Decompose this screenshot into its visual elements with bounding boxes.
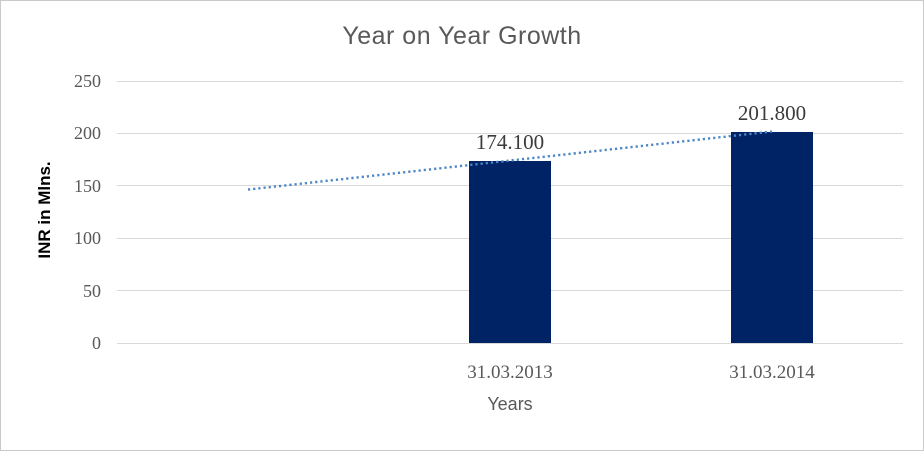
x-tick-label-31.03.2014: 31.03.2014: [729, 362, 815, 383]
gridline-200: [117, 132, 903, 134]
y-tick-label-250: 250: [74, 71, 101, 91]
chart-title: Year on Year Growth: [342, 22, 582, 50]
gridline-250: [117, 80, 903, 82]
gridline-0: [117, 342, 903, 344]
x-tick-label-31.03.2013: 31.03.2013: [467, 362, 553, 383]
x-axis-title: Years: [487, 394, 533, 414]
y-tick-label-200: 200: [74, 123, 101, 144]
bar-data-label-31.03.2013: 174.100: [475, 129, 545, 154]
y-tick-label-0: 0: [92, 333, 101, 353]
y-tick-label-100: 100: [74, 228, 101, 249]
y-tick-label-50: 50: [83, 280, 101, 301]
trendline-dotted: [247, 130, 773, 191]
bar-31.03.2014: [731, 131, 813, 343]
bar-data-label-31.03.2014: 201.800: [737, 100, 807, 125]
plot-area: 174.100 201.800: [117, 80, 903, 344]
y-tick-label-150: 150: [74, 175, 101, 196]
bar-31.03.2013: [469, 160, 551, 343]
